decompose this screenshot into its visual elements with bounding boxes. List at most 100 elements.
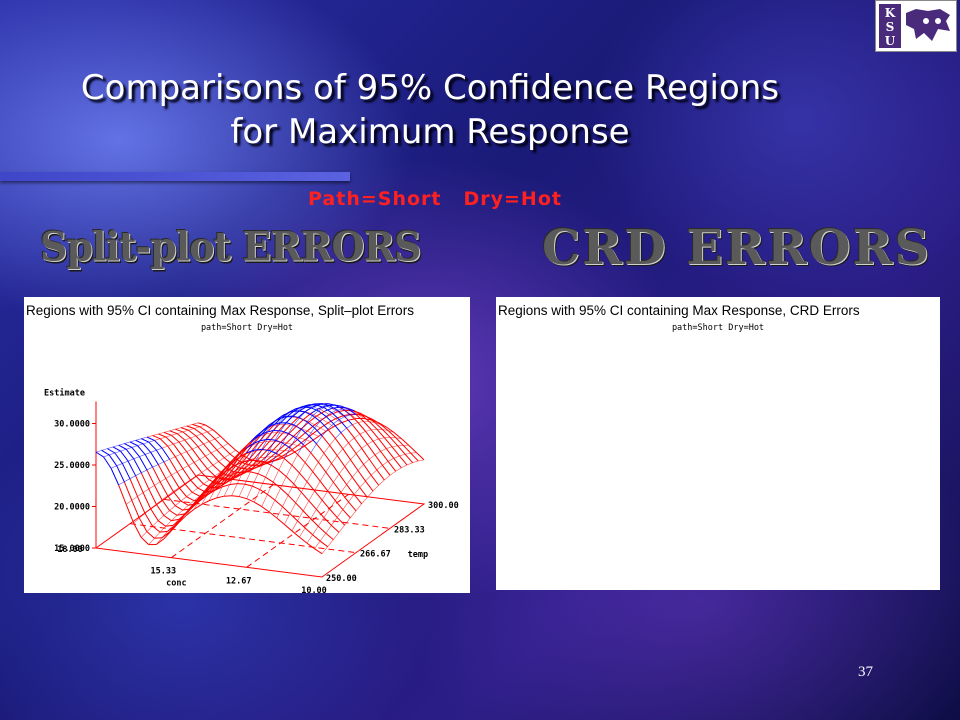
slide-title: Comparisons of 95% Confidence Regions fo… <box>20 66 840 154</box>
surface-mesh-line <box>216 486 223 499</box>
surface-mesh-line <box>148 485 155 490</box>
surface-mesh-line <box>201 494 208 505</box>
surface-mesh-line <box>267 441 276 451</box>
base-grid-line <box>171 484 274 559</box>
surface-mesh-line <box>321 499 330 510</box>
surface-mesh-line <box>282 432 289 435</box>
surface-mesh-line <box>312 427 321 435</box>
surface-mesh-line <box>261 463 268 466</box>
surface-mesh-line <box>382 464 391 476</box>
surface-mesh-line <box>203 441 210 445</box>
surface-mesh-line <box>276 450 285 457</box>
surface-mesh-line <box>282 450 291 457</box>
surface-mesh-line <box>370 429 380 440</box>
surface-mesh-line <box>169 430 178 435</box>
surface-mesh-line <box>346 424 353 429</box>
temp-tick-label: 300.00 <box>428 501 459 511</box>
surface-mesh-line <box>314 481 321 491</box>
surface-mesh-line <box>305 433 314 441</box>
surface-mesh-line <box>182 505 189 511</box>
surface-mesh-line <box>263 456 272 463</box>
surface-mesh-line <box>316 415 323 420</box>
surface-mesh-line <box>154 485 163 501</box>
surface-mesh-line <box>231 483 238 496</box>
surface-mesh-line <box>246 465 253 470</box>
surface-mesh-line <box>312 406 319 410</box>
surface-mesh-line <box>348 442 357 454</box>
surface-mesh-line <box>173 441 180 445</box>
surface-mesh-line <box>246 443 253 454</box>
surface-mesh-line <box>282 495 289 507</box>
surface-mesh-line <box>133 456 140 460</box>
surface-mesh-line <box>233 462 242 467</box>
surface-mesh-line <box>261 441 270 451</box>
surface-mesh-line <box>173 487 180 492</box>
surface-mesh-line <box>135 472 142 476</box>
surface-mesh-line <box>236 471 244 484</box>
surface-mesh-line <box>387 461 397 472</box>
surface-mesh-line <box>242 470 249 475</box>
surface-mesh-line <box>114 452 123 464</box>
surface-mesh-line <box>242 460 249 472</box>
surface-mesh-line <box>288 410 295 413</box>
page-number: 37 <box>858 664 873 680</box>
surface-mesh-line <box>238 448 246 458</box>
surface-mesh-line <box>291 415 300 419</box>
surface-mesh-line <box>291 410 298 417</box>
surface-mesh-line <box>150 452 159 465</box>
surface-mesh-line <box>260 456 266 458</box>
surface-mesh-line <box>225 479 232 484</box>
surface-mesh-line <box>325 405 332 409</box>
surface-mesh-line <box>299 437 306 440</box>
surface-mesh-line <box>146 531 155 539</box>
surface-mesh-line <box>272 469 280 483</box>
surface-mesh-line <box>235 462 242 474</box>
svg-text:U: U <box>885 34 896 48</box>
surface-mesh-line <box>141 469 148 474</box>
surface-mesh-line <box>194 426 200 429</box>
surface-mesh-line <box>182 429 189 433</box>
surface-mesh-line <box>299 527 306 538</box>
surface-mesh-line <box>319 533 327 542</box>
surface-mesh-line <box>180 453 189 466</box>
surface-mesh-line <box>155 449 165 463</box>
surface-mesh-line <box>205 455 214 466</box>
surface-mesh-line <box>401 464 408 469</box>
surface-mesh-line <box>150 503 157 509</box>
surface-mesh-line <box>308 435 317 445</box>
surface-mesh-line <box>361 497 368 505</box>
surface-mesh-line <box>312 461 319 472</box>
surface-mesh-line <box>129 440 136 443</box>
surface-mesh-line <box>216 446 223 451</box>
surface-mesh-line <box>295 419 304 427</box>
surface-mesh-line <box>176 513 185 516</box>
surface-mesh-line <box>107 446 114 449</box>
surface-mesh-line <box>107 448 116 454</box>
surface-mesh-line <box>137 492 144 497</box>
surface-mesh-line <box>209 438 216 442</box>
surface-mesh-line <box>121 463 131 479</box>
surface-mesh-line <box>289 513 298 522</box>
surface-mesh-line <box>189 479 199 489</box>
surface-mesh-line <box>344 414 351 417</box>
surface-mesh-line <box>142 488 149 493</box>
surface-mesh-line <box>280 455 289 460</box>
surface-mesh-line <box>323 407 332 413</box>
surface-mesh-line <box>152 433 159 436</box>
surface-mesh-line <box>286 422 295 426</box>
surface-mesh-line <box>389 470 396 476</box>
surface-mesh-line <box>163 510 170 516</box>
surface-mesh-line <box>327 423 334 430</box>
surface-mesh-line <box>410 452 417 454</box>
surface-mesh-line <box>208 489 215 494</box>
surface-mesh-line <box>125 448 135 460</box>
surface-mesh-line <box>297 444 304 455</box>
surface-mesh-line <box>191 502 198 508</box>
surface-mesh-line <box>291 454 298 466</box>
surface-mesh-line <box>301 421 308 430</box>
surface-mesh-line <box>174 505 183 511</box>
surface-mesh-line <box>142 492 152 509</box>
surface-mesh-line <box>308 415 317 423</box>
surface-mesh-line <box>265 425 272 433</box>
surface-mesh-line <box>233 468 242 477</box>
